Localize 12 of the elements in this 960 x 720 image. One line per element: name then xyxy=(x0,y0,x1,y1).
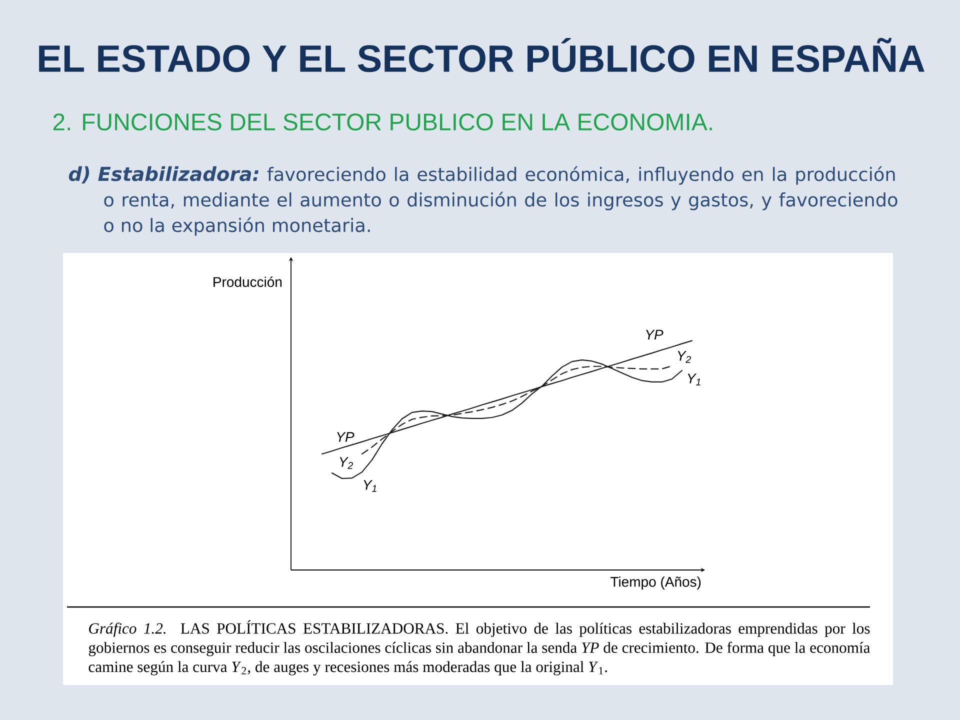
chart-title: EL ESTADO Y EL SECTOR PÚBLICO EN ESPAÑA xyxy=(39,38,924,72)
series-label: Y$_{1}$ xyxy=(688,374,700,386)
y-axis-title: Producción xyxy=(214,276,282,287)
text: Gráfico 1.2. LAS POLÍTICAS ESTABILIZADORAS. El objetivo de las políticas estabilizadoras emprendidas por los gobiernos es conseguir reducir las oscilaciones cíclicas sin abandonar la senda YP de crecimiento. De forma que la economía camine según la curva Y$_{2}$, de auges y recesiones más moderadas que la original Y$_{1}$. xyxy=(88,620,870,676)
text: YP xyxy=(646,330,664,340)
text: Y$_{1}$ xyxy=(364,480,376,492)
chart-subtitle: 2. FUNCIONES DEL SECTOR PUBLICO EN LA ECONOMIA. xyxy=(53,114,712,130)
x-axis-title: Tiempo (Años) xyxy=(610,576,701,590)
series-label: Y$_{2}$ xyxy=(678,351,692,363)
text: d) Estabilizadora: xyxy=(68,166,258,184)
text: Y$_{2}$ xyxy=(340,457,353,469)
series-label: YP xyxy=(337,432,354,442)
